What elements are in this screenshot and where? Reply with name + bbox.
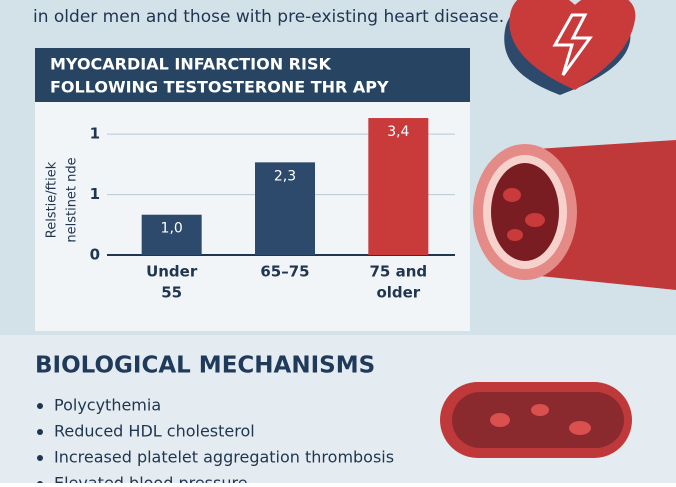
chart-title: FOLLOWING TESTOSTERONE THR APY — [50, 78, 389, 97]
bullet-dot — [37, 403, 43, 409]
heart-icon — [504, 0, 636, 95]
bullet-dot — [37, 455, 43, 461]
bullet-text: Increased platelet aggregation thrombosi… — [54, 448, 394, 467]
bullet-text: Polycythemia — [54, 396, 161, 415]
x-tick-label: 75 and — [370, 263, 428, 281]
value-label: 1,0 — [161, 221, 183, 237]
y-tick-label: 0 — [90, 246, 100, 264]
bar — [141, 214, 202, 255]
x-tick-label: Under — [146, 263, 198, 281]
section-title: BIOLOGICAL MECHANISMS — [35, 353, 375, 379]
bullet-text: Reduced HDL cholesterol — [54, 422, 255, 441]
x-tick-label: older — [376, 284, 420, 302]
x-tick-label: 65–75 — [260, 263, 309, 281]
value-label: 2,3 — [274, 168, 296, 184]
vessel-illustration — [440, 382, 632, 458]
bullet-dot — [37, 429, 43, 435]
intro-text: in older men and those with pre-existing… — [33, 7, 504, 27]
y-axis-label: nelstinet nde — [65, 157, 80, 242]
y-tick-label: 1 — [90, 125, 100, 143]
bar — [255, 162, 315, 255]
chart-title: MYOCARDIAL INFARCTION RISK — [50, 55, 331, 74]
artery-illustration — [473, 140, 676, 290]
y-tick-label: 1 — [90, 185, 100, 203]
value-label: 3,4 — [387, 124, 409, 140]
bar — [368, 118, 429, 256]
bullet-text: Elevated blood pressure — [54, 474, 248, 484]
chart-header — [35, 48, 470, 102]
y-axis-label: Relstie/ftiek — [45, 161, 60, 238]
x-tick-label: 55 — [161, 284, 182, 302]
